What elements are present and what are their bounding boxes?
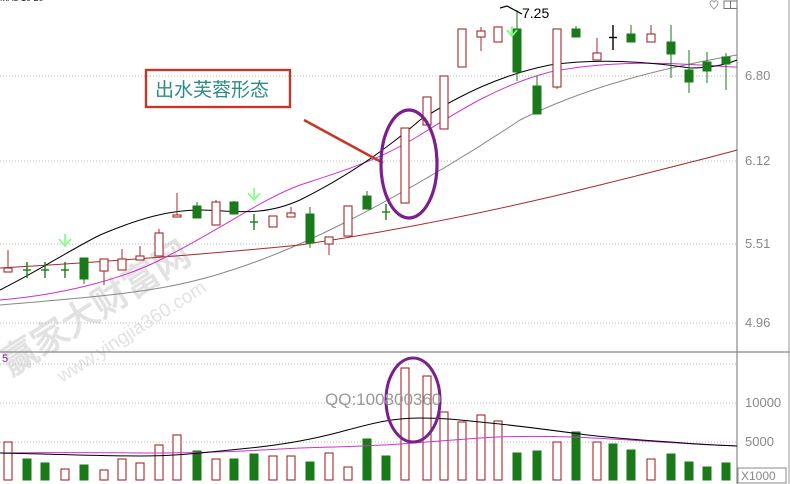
svg-text:出水芙蓉形态: 出水芙蓉形态 bbox=[155, 79, 269, 101]
svg-text:QQ:100800360: QQ:100800360 bbox=[325, 390, 441, 409]
svg-text:6.12: 6.12 bbox=[745, 153, 770, 168]
svg-text:5: 5 bbox=[2, 353, 8, 365]
svg-text:10000: 10000 bbox=[745, 395, 781, 410]
svg-text:5.51: 5.51 bbox=[745, 236, 770, 251]
svg-text:MA5 10 20: MA5 10 20 bbox=[0, 0, 44, 3]
svg-text:X1000: X1000 bbox=[741, 469, 776, 483]
svg-text:7.25: 7.25 bbox=[522, 5, 549, 21]
svg-text:4.96: 4.96 bbox=[745, 315, 770, 330]
svg-text:6.80: 6.80 bbox=[745, 68, 770, 83]
svg-text:5000: 5000 bbox=[745, 434, 774, 449]
